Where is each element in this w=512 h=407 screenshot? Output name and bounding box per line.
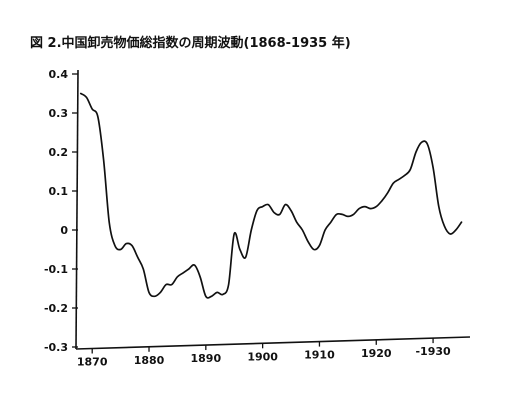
x-tick-label: 1870 <box>77 356 108 369</box>
x-tick-label: 1890 <box>191 352 222 365</box>
y-tick-label: -0.3 <box>44 341 68 354</box>
series-line <box>79 92 463 299</box>
y-tick-label: 0.1 <box>49 185 69 198</box>
y-tick-label: 0 <box>60 224 68 237</box>
x-axis <box>75 336 471 350</box>
x-tick-label: 1880 <box>134 354 165 367</box>
y-tick-label: -0.2 <box>44 302 68 315</box>
y-tick-label: 0.2 <box>49 146 69 159</box>
y-axis <box>75 69 79 350</box>
y-tick-label: 0.4 <box>49 68 69 81</box>
x-axis-ticks: 1870 1880 1890 1900 1910 1920 -1930 <box>77 338 451 369</box>
x-tick-label: 1900 <box>247 350 278 363</box>
x-tick-label: -1930 <box>415 345 451 358</box>
x-tick-label: 1920 <box>361 347 392 360</box>
chart-title: 図 2.中国卸売物価総指数の周期波動(1868-1935 年) <box>30 35 351 51</box>
y-tick-label: 0.3 <box>49 107 69 120</box>
y-tick-label: -0.1 <box>44 263 68 276</box>
x-tick-label: 1910 <box>304 349 335 362</box>
y-axis-ticks: 0.4 0.3 0.2 0.1 0 -0.1 -0.2 -0.3 <box>44 68 78 354</box>
